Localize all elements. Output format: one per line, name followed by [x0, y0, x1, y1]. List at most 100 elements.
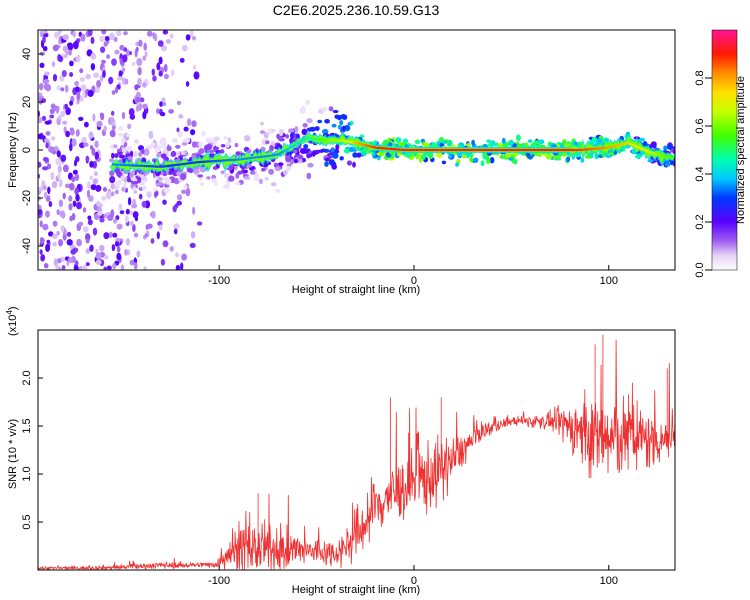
heatmap-cell: [133, 262, 138, 270]
heatmap-cell: [62, 120, 68, 125]
heatmap-cell: [84, 121, 89, 128]
heatmap-cell: [38, 133, 44, 140]
heatmap-cell: [45, 195, 51, 202]
heatmap-cell: [116, 246, 121, 253]
heatmap-cell: [199, 165, 206, 173]
heatmap-cell: [50, 136, 56, 141]
heatmap-cell: [301, 128, 308, 136]
heatmap-ridge-segment: [614, 144, 619, 148]
heatmap-cell: [156, 231, 160, 240]
heatmap-cell: [51, 61, 56, 67]
heatmap-cell: [165, 39, 171, 44]
heatmap-ridge-segment: [275, 152, 280, 157]
heatmap-cell: [302, 123, 308, 128]
heatmap-cell: [196, 221, 203, 226]
heatmap-cell: [136, 58, 143, 66]
heatmap-cell: [317, 119, 323, 124]
heatmap-cell: [92, 113, 96, 122]
heatmap-cell: [512, 158, 518, 165]
heatmap-cell: [114, 168, 120, 174]
heatmap-cell: [330, 147, 335, 153]
heatmap-ridge-segment: [341, 139, 346, 143]
heatmap-cell: [138, 102, 142, 111]
heatmap-cell: [139, 181, 145, 186]
heatmap-cell: [143, 177, 148, 183]
heatmap-cell: [336, 114, 342, 121]
heatmap-cell: [75, 193, 80, 202]
heatmap-cell: [144, 233, 148, 238]
heatmap-cell: [201, 130, 206, 137]
x-tick-label: -100: [208, 275, 230, 287]
heatmap-cell: [118, 126, 123, 131]
heatmap-cell: [249, 167, 254, 171]
heatmap-cell: [79, 96, 84, 102]
heatmap-cell: [74, 173, 80, 182]
heatmap-cell: [289, 159, 294, 165]
heatmap-cell: [361, 151, 367, 157]
heatmap-cell: [332, 109, 339, 114]
heatmap-cell: [114, 49, 120, 55]
heatmap-cell: [60, 154, 67, 162]
y-tick-label: -20: [21, 190, 33, 206]
heatmap-cell: [183, 150, 188, 156]
heatmap-cell: [38, 209, 43, 215]
heatmap-cell: [42, 35, 46, 44]
heatmap-cell: [663, 145, 668, 151]
heatmap-cell: [77, 221, 84, 227]
heatmap-cell: [70, 248, 77, 255]
heatmap-cell: [111, 244, 116, 252]
heatmap-cell: [150, 238, 155, 244]
y-tick-label: 1.0: [21, 466, 33, 481]
heatmap-cell: [515, 134, 521, 142]
heatmap-cell: [51, 181, 58, 189]
heatmap-cell: [101, 30, 107, 35]
heatmap-cell: [324, 157, 330, 162]
heatmap-cell: [80, 84, 87, 92]
heatmap-cell: [324, 161, 329, 167]
heatmap-cell: [96, 200, 101, 207]
heatmap-cell: [96, 80, 102, 88]
heatmap-cell: [124, 215, 129, 223]
heatmap-cell: [499, 154, 505, 159]
heatmap-cell: [61, 265, 66, 270]
heatmap-cell: [108, 76, 114, 85]
heatmap-cell: [160, 137, 167, 144]
heatmap-cell: [219, 149, 225, 154]
heatmap-cell: [328, 106, 334, 112]
heatmap-cell: [64, 103, 69, 110]
heatmap-cell: [90, 184, 97, 191]
heatmap-cell: [448, 154, 453, 159]
heatmap-cell: [176, 194, 183, 201]
heatmap-cell: [436, 152, 443, 158]
heatmap-cell: [45, 83, 52, 92]
heatmap-ridge-segment: [361, 143, 366, 147]
heatmap-cell: [99, 35, 106, 42]
heatmap-cell: [387, 142, 393, 147]
heatmap-cell: [162, 199, 167, 205]
heatmap-cell: [38, 186, 44, 192]
heatmap-cell: [379, 152, 385, 156]
heatmap-cell: [76, 201, 82, 210]
heatmap-cell: [386, 153, 392, 158]
y-tick-label: 20: [21, 96, 33, 108]
heatmap-cell: [39, 236, 44, 244]
heatmap-cell: [122, 54, 128, 63]
heatmap-cell: [163, 63, 168, 73]
heatmap-cell: [173, 228, 178, 235]
heatmap-cell: [60, 110, 66, 118]
heatmap-cell: [186, 118, 192, 127]
heatmap-cell: [78, 116, 84, 121]
heatmap-cell: [162, 30, 169, 35]
heatmap-cell: [160, 258, 165, 266]
heatmap-cell: [68, 203, 73, 211]
heatmap-cell: [123, 141, 128, 147]
heatmap-cell: [652, 144, 657, 149]
heatmap-cell: [130, 220, 134, 227]
heatmap-cell: [288, 128, 295, 134]
heatmap-cell: [103, 125, 107, 132]
heatmap-cell: [146, 30, 153, 37]
heatmap-cell: [89, 175, 93, 181]
heatmap-cell: [283, 170, 288, 176]
heatmap-cell: [311, 151, 317, 156]
heatmap-cell: [39, 30, 44, 37]
